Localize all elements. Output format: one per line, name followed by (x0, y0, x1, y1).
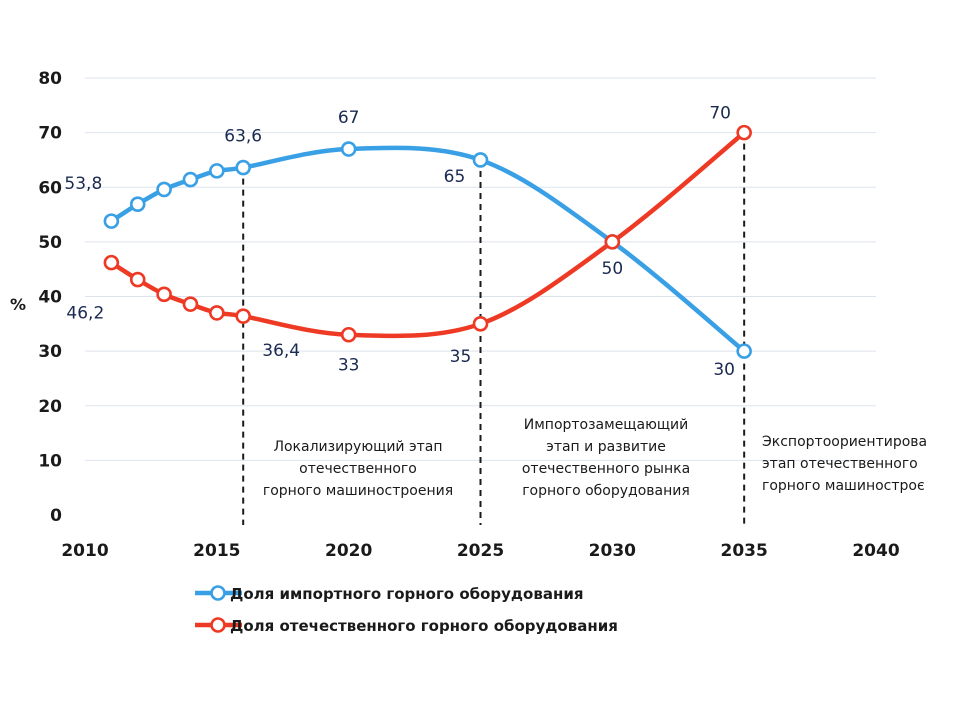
data-point (103, 213, 120, 229)
y-tick-label: 60 (38, 178, 62, 198)
data-label: 53,8 (64, 174, 102, 194)
series-points (103, 124, 752, 359)
data-point (182, 171, 199, 188)
data-point (472, 152, 489, 168)
data-point (129, 271, 146, 288)
y-axis-ticks: 0 10 20 30 40 50 60 70 80 (38, 69, 62, 526)
data-point (209, 305, 225, 321)
data-label: 65 (444, 167, 466, 187)
y-tick-label: 80 (38, 69, 62, 89)
stage-label-line: этап отечественного (762, 456, 918, 472)
legend: Доля импортного горного оборудования Доля… (195, 585, 618, 635)
y-tick-label: 0 (50, 506, 62, 526)
data-point (156, 286, 172, 303)
data-point (472, 316, 489, 332)
y-tick-label: 50 (38, 233, 62, 253)
data-point (340, 141, 357, 157)
data-point (340, 326, 357, 343)
stage-label-line: Импортозамещающий (524, 417, 689, 433)
data-point (129, 196, 146, 212)
x-tick-label: 2040 (852, 541, 899, 561)
stage-label-line: Локализирующий этап (273, 439, 442, 455)
data-point (604, 234, 621, 250)
data-point (235, 159, 251, 176)
y-tick-label: 40 (38, 288, 62, 308)
x-tick-label: 2015 (193, 541, 240, 561)
data-label: 36,4 (262, 341, 300, 361)
x-tick-label: 2025 (457, 541, 504, 561)
stage-label-line: отечественного рынка (522, 461, 690, 477)
stage-label-line: горного машиностроє (762, 478, 925, 494)
legend-marker-0 (210, 585, 226, 601)
data-label: 50 (602, 259, 624, 279)
data-label: 46,2 (66, 304, 104, 324)
data-label: 70 (709, 104, 731, 124)
stage-label-line: Экспортоориентирова (762, 434, 927, 450)
legend-label-0: Доля импортного горного оборудования (230, 585, 583, 603)
stage-label-line: этап и развитие (546, 439, 666, 455)
stage-label-line: горного оборудования (522, 483, 690, 499)
y-tick-label: 10 (38, 451, 62, 471)
data-point (736, 343, 752, 359)
stage-label-line: отечественного (299, 461, 417, 477)
y-axis-label: % (10, 295, 26, 314)
x-tick-label: 2030 (589, 541, 636, 561)
y-tick-label: 30 (38, 342, 62, 362)
data-point (235, 308, 251, 324)
legend-marker-1 (210, 617, 226, 633)
data-label: 35 (450, 347, 472, 367)
series-line-0 (109, 145, 747, 354)
data-labels: 53,8 63,6 67 65 50 30 46,2 36,4 33 35 70 (64, 104, 735, 381)
x-tick-label: 2020 (325, 541, 372, 561)
legend-label-1: Доля отечественного горного оборудования (230, 617, 618, 635)
stage-dividers (242, 132, 746, 525)
y-tick-label: 20 (38, 397, 62, 417)
data-point (103, 254, 120, 271)
data-label: 30 (713, 360, 735, 380)
data-label: 33 (338, 356, 360, 376)
x-tick-label: 2010 (61, 541, 108, 561)
data-label: 63,6 (224, 127, 262, 147)
data-point (182, 296, 199, 312)
x-tick-label: 2035 (721, 541, 768, 561)
stage-label-line: горного машиностроения (263, 483, 453, 499)
stage-labels: Локализирующий этап отечественного горного… (263, 417, 927, 499)
data-label: 67 (338, 108, 360, 128)
x-axis-ticks: 2010 2015 2020 2025 2030 2035 2040 (61, 541, 899, 561)
y-tick-label: 70 (38, 124, 62, 144)
data-point (209, 163, 225, 179)
data-point (156, 181, 172, 198)
series-line-1 (109, 130, 747, 339)
data-point (736, 124, 752, 141)
